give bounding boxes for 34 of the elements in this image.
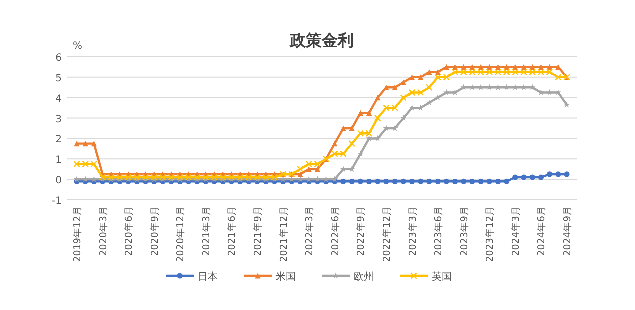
x-tick-label: 2022年12月 — [380, 206, 393, 262]
y-tick-label: 0 — [56, 176, 62, 187]
y-tick-label: 3 — [56, 114, 62, 126]
legend-label: 英国 — [432, 271, 452, 283]
y-tick-label: 5 — [56, 73, 62, 84]
x-tick-label: 2022年6月 — [329, 206, 342, 256]
x-tick-label: 2021年6月 — [226, 206, 238, 256]
legend-label: 欧州 — [354, 271, 374, 283]
y-tick-label: -1 — [52, 196, 62, 207]
x-tick-label: 2021年12月 — [278, 206, 290, 262]
x-tick-label: 2022年9月 — [355, 206, 368, 256]
x-tick-label: 2020年3月 — [97, 206, 110, 256]
x-tick-label: 2023年3月 — [406, 206, 419, 256]
x-tick-label: 2023年6月 — [432, 206, 445, 256]
x-tick-label: 2023年12月 — [484, 206, 496, 262]
y-axis-title: % — [73, 41, 83, 52]
legend-label: 日本 — [198, 271, 218, 283]
y-tick-label: 4 — [56, 94, 62, 105]
x-tick-label: 2021年9月 — [252, 206, 264, 256]
x-tick-label: 2020年6月 — [123, 206, 136, 256]
x-tick-label: 2024年6月 — [536, 206, 548, 256]
chart-title: 政策金利 — [289, 31, 354, 50]
x-tick-label: 2024年3月 — [510, 206, 522, 256]
y-tick-label: 2 — [56, 134, 62, 146]
x-tick-label: 2023年9月 — [458, 206, 470, 256]
y-tick-label: 6 — [56, 53, 62, 64]
x-tick-label: 2019年12月 — [72, 206, 84, 262]
legend-label: 米国 — [276, 271, 296, 283]
x-tick-label: 2020年9月 — [148, 206, 161, 256]
x-tick-label: 2024年9月 — [562, 206, 574, 256]
x-tick-label: 2022年3月 — [304, 206, 316, 256]
x-tick-label: 2021年3月 — [200, 206, 212, 256]
y-tick-label: 1 — [56, 155, 62, 166]
x-tick-label: 2020年12月 — [174, 206, 187, 262]
